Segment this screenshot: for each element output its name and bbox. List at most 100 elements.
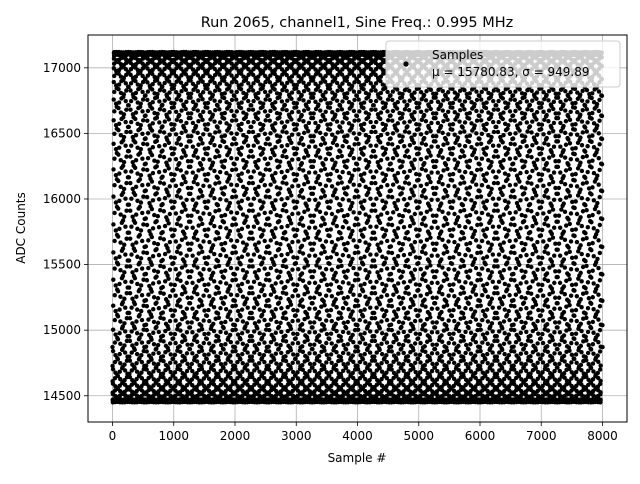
data-point (157, 225, 161, 229)
data-point (274, 352, 278, 356)
data-point (363, 319, 367, 323)
data-point (358, 318, 362, 322)
data-point (133, 166, 137, 170)
data-point (111, 304, 115, 308)
data-point (284, 339, 288, 343)
data-point (188, 347, 192, 351)
data-point (190, 362, 194, 366)
data-point (212, 329, 216, 333)
data-point (307, 121, 311, 125)
data-point (239, 100, 243, 104)
data-point (240, 171, 244, 175)
data-point (339, 236, 343, 240)
data-point (189, 269, 193, 273)
data-point (306, 180, 310, 184)
data-point (144, 272, 148, 276)
data-point (289, 327, 293, 331)
data-point (266, 272, 270, 276)
data-point (310, 347, 314, 351)
data-point (135, 331, 139, 335)
data-point (406, 359, 410, 363)
data-point (274, 361, 278, 365)
data-point (396, 331, 400, 335)
data-point (345, 91, 349, 95)
data-point (390, 223, 394, 227)
data-point (335, 196, 339, 200)
data-point (367, 362, 371, 366)
data-point (342, 296, 346, 300)
data-point (368, 144, 372, 148)
data-point (317, 201, 321, 205)
data-point (296, 318, 300, 322)
data-point (368, 329, 372, 333)
data-point (218, 99, 222, 103)
data-point (291, 331, 295, 335)
data-point (299, 93, 303, 97)
data-point (268, 119, 272, 123)
data-point (274, 269, 278, 273)
data-point (199, 273, 203, 277)
data-point (385, 293, 389, 297)
data-point (128, 359, 132, 363)
data-point (380, 282, 384, 286)
data-point (356, 142, 360, 146)
data-point (278, 270, 282, 274)
data-point (329, 227, 333, 231)
data-point (378, 276, 382, 280)
data-point (262, 360, 266, 364)
data-point (232, 217, 236, 221)
data-point (206, 146, 210, 150)
data-point (385, 360, 389, 364)
data-point (295, 172, 299, 176)
data-point (324, 184, 328, 188)
data-point (218, 351, 222, 355)
data-point (246, 305, 250, 309)
data-point (152, 295, 156, 299)
data-point (122, 297, 126, 301)
data-point (408, 252, 412, 256)
data-point (188, 165, 192, 169)
data-point (324, 341, 328, 345)
data-point (267, 304, 271, 308)
data-point (379, 342, 383, 346)
data-point (350, 229, 354, 233)
data-point (206, 352, 210, 356)
data-point (272, 235, 276, 239)
data-point (174, 132, 178, 136)
data-point (328, 172, 332, 176)
data-point (279, 351, 283, 355)
data-point (241, 240, 245, 244)
data-point (129, 169, 133, 173)
data-point (283, 310, 287, 314)
data-point (189, 213, 193, 217)
data-point (407, 108, 411, 112)
data-point (221, 347, 225, 351)
data-point (161, 354, 165, 358)
data-point (378, 249, 382, 253)
data-point (330, 267, 334, 271)
data-point (171, 261, 175, 265)
data-point (117, 100, 121, 104)
data-point (379, 295, 383, 299)
data-point (139, 309, 143, 313)
data-point (195, 155, 199, 159)
data-point (180, 210, 184, 214)
data-point (378, 117, 382, 121)
data-point (249, 149, 253, 153)
data-point (357, 239, 361, 243)
data-point (207, 240, 211, 244)
data-point (290, 240, 294, 244)
data-point (178, 223, 182, 227)
data-point (213, 108, 217, 112)
data-point (117, 331, 121, 335)
data-point (163, 252, 167, 256)
data-point (140, 156, 144, 160)
data-point (312, 296, 316, 300)
data-point (384, 102, 388, 106)
data-point (273, 254, 277, 258)
data-point (172, 105, 176, 109)
data-point (168, 157, 172, 161)
data-point (388, 136, 392, 140)
data-point (402, 225, 406, 229)
data-point (338, 176, 342, 180)
